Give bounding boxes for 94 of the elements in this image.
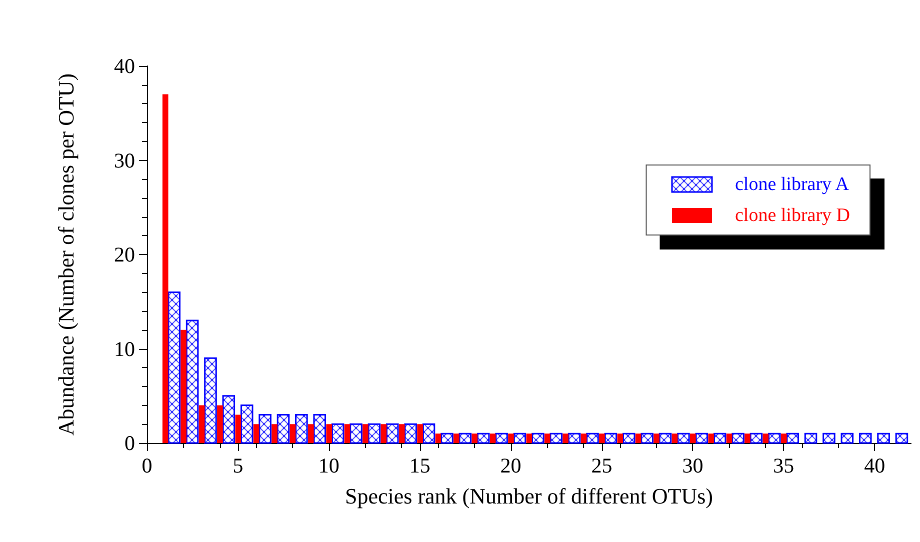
bar	[768, 432, 781, 444]
bar	[617, 434, 624, 443]
bar	[240, 404, 254, 444]
bar	[622, 432, 636, 444]
x-tick-label: 35	[773, 454, 794, 478]
bar	[708, 434, 714, 443]
bar	[398, 424, 405, 443]
bar	[713, 432, 726, 444]
bar	[532, 432, 544, 444]
bar	[822, 432, 836, 444]
bar	[235, 414, 242, 443]
bar	[495, 432, 508, 444]
bar	[677, 432, 690, 444]
x-tick-label: 20	[500, 454, 522, 478]
bar	[586, 432, 599, 444]
bar	[654, 434, 660, 443]
bar	[198, 405, 205, 443]
x-tick-label: 0	[142, 454, 152, 478]
y-tick-label: 30	[114, 148, 135, 172]
bar	[750, 432, 763, 444]
bar	[253, 424, 260, 443]
y-tick-label: 40	[114, 54, 135, 78]
y-tick-label: 10	[114, 336, 135, 361]
bar	[550, 432, 562, 444]
bar	[350, 423, 362, 444]
bar	[877, 432, 890, 444]
bar	[422, 423, 436, 444]
bar	[272, 424, 278, 443]
y-tick-label: 0	[124, 431, 135, 455]
bar	[732, 432, 744, 444]
bar	[454, 434, 460, 443]
bar	[695, 432, 708, 444]
bar	[804, 432, 818, 444]
bar	[344, 424, 350, 443]
x-tick-label: 30	[682, 454, 704, 478]
bar	[726, 434, 732, 443]
bar	[690, 434, 696, 443]
bar	[858, 432, 872, 444]
bar	[599, 434, 605, 443]
legend-label: clone library D	[734, 205, 850, 226]
bar	[658, 432, 672, 444]
bar	[604, 432, 618, 444]
bar	[435, 434, 442, 443]
x-tick-label: 25	[591, 454, 612, 478]
bar	[331, 423, 344, 444]
x-tick-label: 10	[318, 454, 340, 478]
bar	[295, 414, 308, 444]
bar	[313, 414, 326, 444]
bar	[526, 434, 532, 443]
bar	[562, 434, 568, 443]
x-tick-label: 5	[232, 454, 244, 478]
bar	[276, 414, 290, 444]
x-axis-title: Species rank (Number of different OTUs)	[345, 484, 713, 508]
bar	[544, 434, 550, 443]
bar	[762, 434, 769, 443]
bar	[840, 432, 854, 444]
bar	[326, 424, 332, 443]
bar	[162, 94, 168, 443]
bar	[417, 424, 423, 443]
bar	[362, 424, 368, 443]
bar	[440, 432, 454, 444]
bar	[368, 423, 381, 444]
bar	[458, 432, 472, 444]
bar	[290, 424, 296, 443]
bar	[895, 432, 908, 444]
bar	[186, 320, 199, 444]
y-tick-label: 20	[114, 242, 135, 266]
bar	[258, 414, 272, 444]
bar	[635, 434, 642, 443]
bar	[672, 434, 678, 443]
bar	[568, 432, 581, 444]
bar	[222, 395, 236, 444]
x-tick-label: 40	[864, 454, 886, 478]
bar	[472, 434, 478, 443]
bar	[168, 291, 180, 444]
bar	[640, 432, 654, 444]
bar	[180, 330, 186, 443]
y-axis-title: Abundance (Number of clones per OTU)	[54, 73, 78, 436]
bar	[786, 432, 799, 444]
bar	[508, 434, 514, 443]
x-tick-label: 15	[409, 454, 430, 478]
bar	[780, 434, 787, 443]
bar	[386, 423, 399, 444]
bar	[308, 424, 314, 443]
bar	[476, 432, 490, 444]
bar	[513, 432, 526, 444]
bar	[380, 424, 387, 443]
bar	[217, 405, 223, 443]
bar	[744, 434, 750, 443]
bar	[404, 423, 417, 444]
bar	[580, 434, 587, 443]
bar	[204, 357, 217, 444]
bar	[490, 434, 496, 443]
legend-label: clone library A	[734, 174, 850, 195]
